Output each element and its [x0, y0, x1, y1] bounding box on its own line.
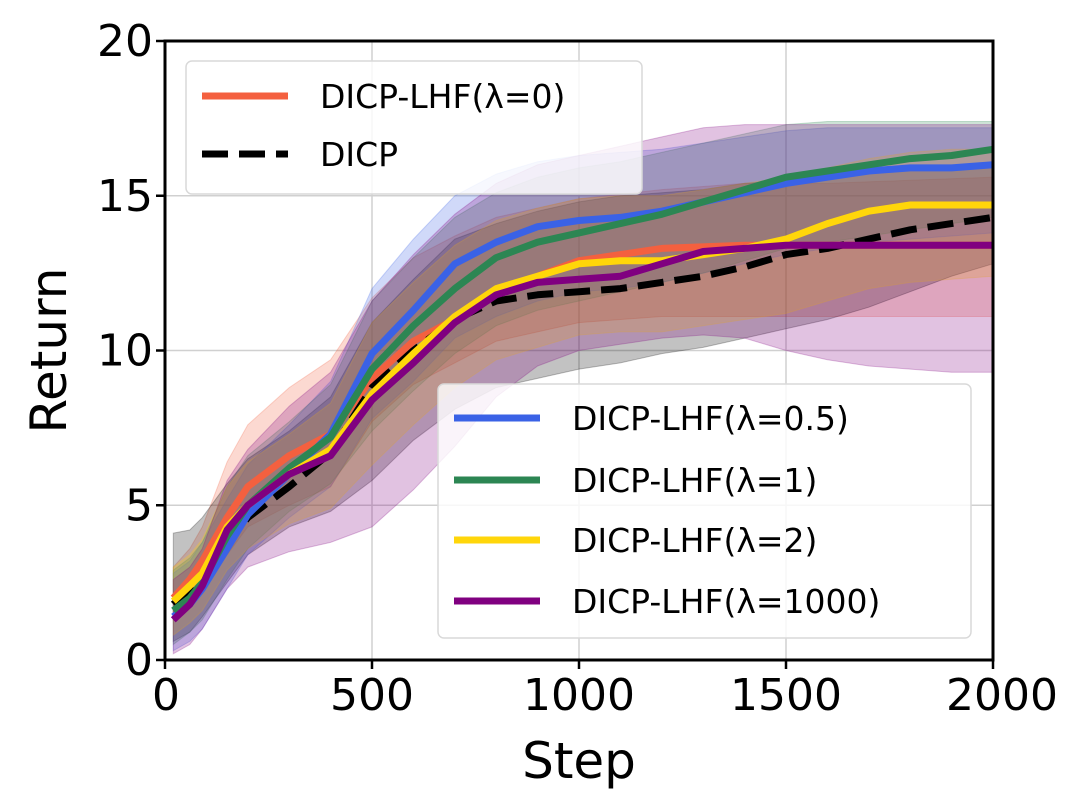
- legend-label: DICP-LHF(λ=1): [572, 461, 817, 500]
- x-tick-label: 1000: [523, 670, 635, 721]
- legend-box: [185, 60, 643, 195]
- legends: DICP-LHF(λ=0) DICP DICP-LHF(λ=0.5) DICP-LHF…: [185, 60, 972, 639]
- x-axis-label: Step: [522, 732, 636, 790]
- legend-label: DICP-LHF(λ=0): [320, 77, 565, 116]
- tick-labels: 0 500 1000 1500 2000 0 5 10 15 20: [97, 16, 1058, 721]
- y-tick-label: 20: [97, 16, 153, 67]
- series-line: [171, 161, 994, 620]
- y-tick-label: 10: [97, 326, 153, 377]
- legend-label: DICP: [320, 135, 398, 174]
- y-tick-label: 15: [97, 171, 153, 222]
- legend-label: DICP-LHF(λ=0.5): [572, 399, 849, 438]
- x-tick-label: 0: [152, 670, 180, 721]
- legend-label: DICP-LHF(λ=2): [572, 521, 817, 560]
- legend-label: DICP-LHF(λ=1000): [572, 582, 880, 621]
- y-axis-label: Return: [20, 268, 78, 434]
- x-tick-label: 500: [330, 670, 414, 721]
- series-line: [170, 241, 993, 623]
- y-tick-label: 0: [125, 635, 153, 686]
- axis-ticks: [156, 39, 995, 669]
- x-tick-label: 2000: [946, 670, 1058, 721]
- y-tick-label: 5: [125, 480, 153, 531]
- series-lines: [170, 145, 994, 623]
- x-tick-label: 1500: [730, 670, 842, 721]
- legend-box: [437, 383, 972, 639]
